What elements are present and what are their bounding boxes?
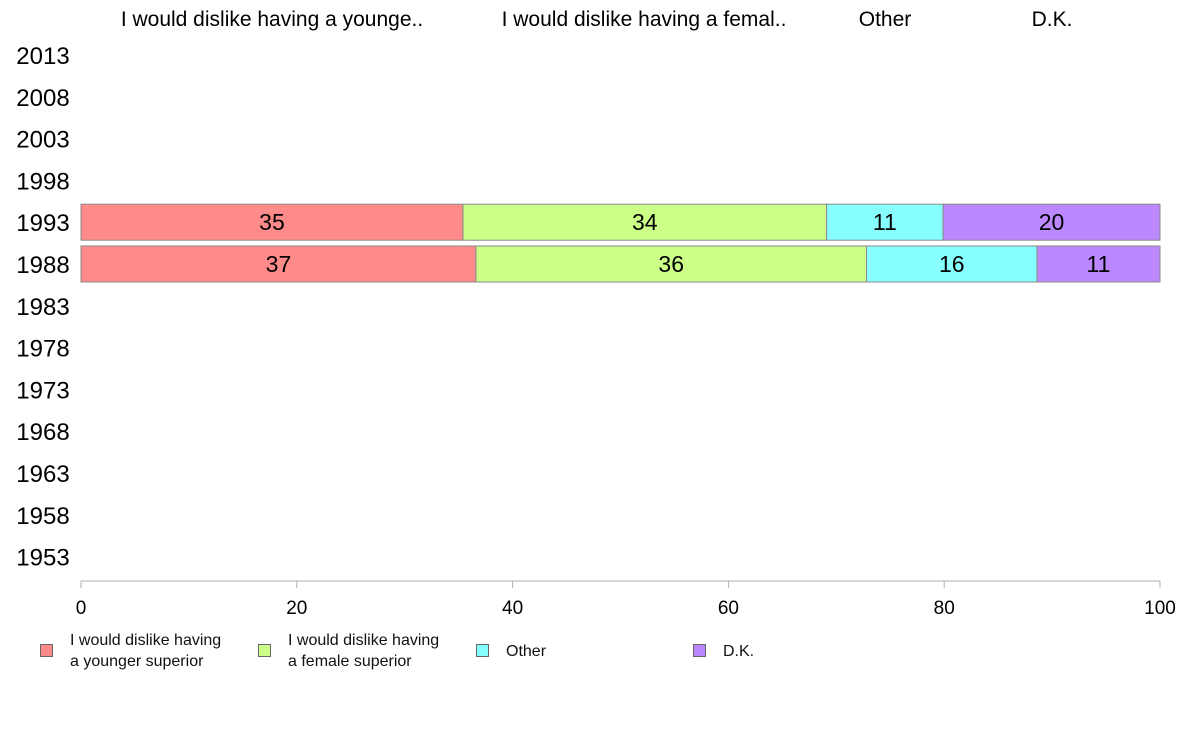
y-tick-label: 2003 — [16, 127, 69, 154]
bar-segment — [866, 245, 1038, 283]
legend-swatch — [476, 644, 489, 657]
legend-label: I would dislike having a younger superior — [70, 632, 222, 670]
data-label: 11 — [873, 209, 897, 235]
legend-swatch — [40, 644, 53, 657]
bar-segment — [80, 245, 477, 283]
bar-segment — [1036, 245, 1161, 283]
column-header: D.K. — [1032, 8, 1073, 31]
legend-label: I would dislike having a female superior — [288, 632, 440, 670]
y-tick-label: 1978 — [16, 336, 69, 363]
y-tick-label: 1988 — [16, 252, 69, 279]
data-label: 36 — [658, 251, 684, 277]
bar-segment — [80, 203, 464, 241]
x-tick-label: 60 — [718, 598, 739, 619]
data-label: 37 — [266, 251, 292, 277]
bar-segment — [826, 203, 944, 241]
x-axis: 0 20 40 60 80 100 — [76, 580, 1176, 619]
y-tick-label: 2013 — [16, 43, 69, 70]
column-headers: I would dislike having a younge.. I would… — [121, 8, 1073, 31]
x-tick-label: 100 — [1144, 598, 1176, 619]
data-label: 20 — [1039, 209, 1065, 235]
legend-swatch — [258, 644, 271, 657]
y-tick-label: 1968 — [16, 419, 69, 446]
x-tick-label: 20 — [286, 598, 307, 619]
legend-item: Other — [476, 630, 696, 662]
data-label: 16 — [939, 251, 965, 277]
legend-swatch — [693, 644, 706, 657]
y-tick-label: 1963 — [16, 461, 69, 488]
y-tick-label: 1998 — [16, 168, 69, 195]
legend-item: I would dislike having a female superior — [258, 630, 478, 672]
legend-label: Other — [506, 643, 547, 660]
column-header: I would dislike having a younge.. — [121, 8, 423, 31]
y-tick-label: 1983 — [16, 294, 69, 321]
y-tick-label: 1958 — [16, 503, 69, 530]
column-header: I would dislike having a femal.. — [502, 8, 787, 31]
bar-segment — [942, 203, 1161, 241]
y-tick-label: 1973 — [16, 377, 69, 404]
bars: 35 34 11 20 37 36 16 11 — [80, 203, 1161, 283]
x-tick-label: 80 — [934, 598, 955, 619]
data-label: 34 — [632, 209, 658, 235]
legend-item: D.K. — [693, 630, 913, 662]
column-header: Other — [859, 8, 912, 31]
y-tick-label: 1953 — [16, 545, 69, 572]
legend-label: D.K. — [723, 643, 755, 660]
legend: I would dislike having a younger superior… — [40, 630, 1180, 680]
y-tick-label: 1993 — [16, 210, 69, 237]
year-labels: 2013 2008 2003 1998 1993 1988 1983 1978 1973 1968… — [16, 43, 69, 572]
data-label: 35 — [259, 209, 285, 235]
y-tick-label: 2008 — [16, 85, 69, 112]
bar-segment — [462, 203, 828, 241]
x-tick-label: 40 — [502, 598, 523, 619]
bar-segment — [475, 245, 868, 283]
data-label: 11 — [1087, 251, 1111, 277]
legend-item: I would dislike having a younger superior — [40, 630, 260, 672]
x-tick-label: 0 — [76, 598, 87, 619]
